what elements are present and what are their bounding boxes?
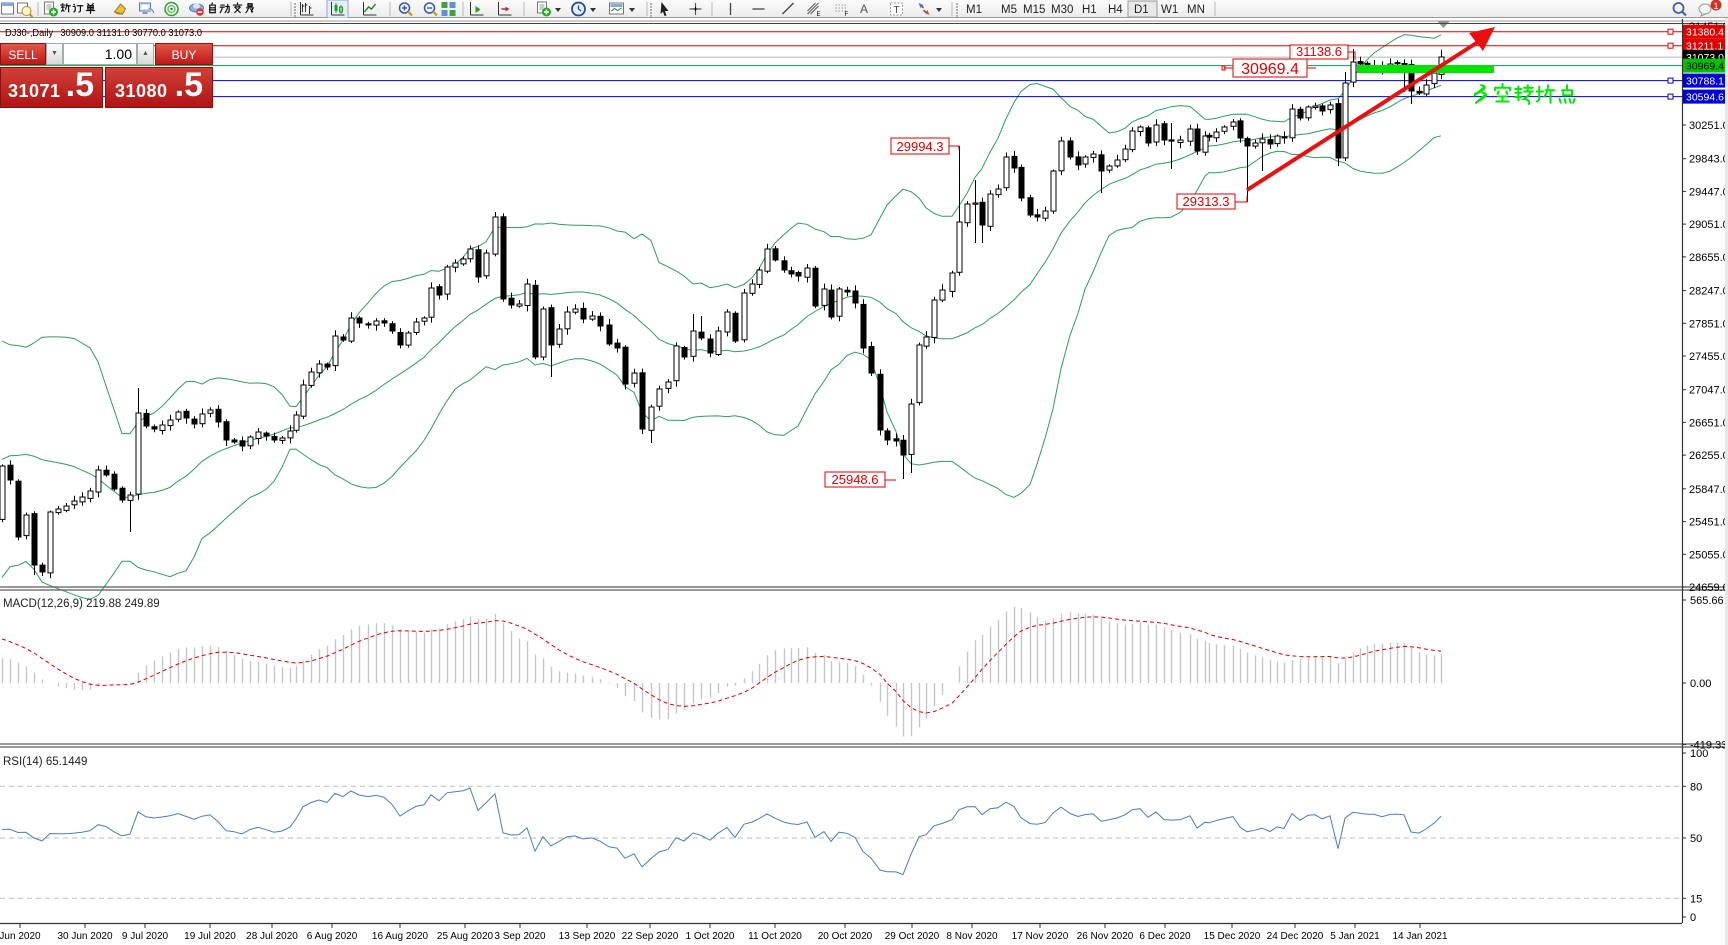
svg-text:11 Oct 2020: 11 Oct 2020 (748, 931, 802, 942)
svg-text:30 Jun 2020: 30 Jun 2020 (57, 931, 112, 942)
svg-text:28247.0: 28247.0 (1689, 286, 1728, 298)
svg-text:30594.6: 30594.6 (1686, 92, 1724, 104)
svg-text:100: 100 (1690, 748, 1708, 760)
svg-text:F: F (845, 12, 849, 18)
svg-text:E: E (817, 12, 821, 18)
svg-text:26255.0: 26255.0 (1689, 450, 1728, 462)
svg-text:29994.3: 29994.3 (897, 139, 944, 154)
svg-text:-419.33: -419.33 (1690, 740, 1727, 752)
svg-text:28 Jul 2020: 28 Jul 2020 (246, 931, 298, 942)
svg-text:6 Aug 2020: 6 Aug 2020 (307, 931, 358, 942)
svg-text:26 Nov 2020: 26 Nov 2020 (1077, 931, 1134, 942)
svg-text:0: 0 (1690, 912, 1696, 924)
svg-text:14 Jan 2021: 14 Jan 2021 (1392, 931, 1447, 942)
svg-text:31138.6: 31138.6 (1296, 44, 1342, 59)
svg-text:30969.4: 30969.4 (1686, 61, 1724, 73)
svg-text:H1: H1 (1082, 4, 1097, 16)
svg-text:19 Jul 2020: 19 Jul 2020 (184, 931, 236, 942)
svg-text:30969.4: 30969.4 (1241, 61, 1299, 78)
svg-text:W1: W1 (1161, 4, 1178, 16)
svg-text:50: 50 (1690, 833, 1702, 845)
svg-text:27047.0: 27047.0 (1689, 385, 1728, 397)
svg-text:29313.3: 29313.3 (1183, 194, 1230, 209)
svg-text:5 Jan 2021: 5 Jan 2021 (1330, 931, 1380, 942)
svg-text:31211.1: 31211.1 (1686, 41, 1723, 53)
svg-text:24659.0: 24659.0 (1689, 582, 1728, 594)
svg-text:25 Aug 2020: 25 Aug 2020 (437, 931, 494, 942)
svg-text:30788.1: 30788.1 (1686, 76, 1724, 88)
svg-text:13 Sep 2020: 13 Sep 2020 (559, 931, 616, 942)
svg-text:MACD(12,26,9) 219.88 249.89: MACD(12,26,9) 219.88 249.89 (3, 598, 160, 610)
svg-text:28655.0: 28655.0 (1689, 252, 1728, 264)
svg-text:RSI(14) 65.1449: RSI(14) 65.1449 (3, 756, 87, 768)
svg-text:3 Sep 2020: 3 Sep 2020 (494, 931, 546, 942)
svg-text:80: 80 (1690, 781, 1702, 793)
svg-text:29 Oct 2020: 29 Oct 2020 (885, 931, 940, 942)
svg-text:1 Oct 2020: 1 Oct 2020 (686, 931, 735, 942)
svg-text:29051.0: 29051.0 (1689, 219, 1728, 231)
svg-text:26651.0: 26651.0 (1689, 417, 1728, 429)
svg-text:DJ30-,Daily 30909.0 31131.0 3: DJ30-,Daily 30909.0 31131.0 30770.0 3107… (5, 27, 202, 39)
svg-text:27455.0: 27455.0 (1689, 351, 1728, 363)
svg-text:D1: D1 (1134, 4, 1149, 16)
svg-text:9 Jul 2020: 9 Jul 2020 (122, 931, 169, 942)
svg-text:17 Nov 2020: 17 Nov 2020 (1012, 931, 1069, 942)
svg-text:M15: M15 (1023, 4, 1045, 16)
svg-text:25055.0: 25055.0 (1689, 549, 1728, 561)
svg-text:27851.0: 27851.0 (1689, 318, 1728, 330)
svg-text:565.66: 565.66 (1690, 595, 1724, 607)
svg-text:T: T (894, 5, 900, 16)
svg-text:M5: M5 (1001, 4, 1017, 16)
svg-text:29843.0: 29843.0 (1689, 154, 1728, 166)
svg-text:31380.4: 31380.4 (1686, 27, 1724, 39)
svg-text:1: 1 (1713, 1, 1718, 11)
svg-text:16 Aug 2020: 16 Aug 2020 (372, 931, 429, 942)
svg-text:6 Dec 2020: 6 Dec 2020 (1139, 931, 1191, 942)
svg-text:20 Oct 2020: 20 Oct 2020 (818, 931, 873, 942)
svg-text:25451.0: 25451.0 (1689, 517, 1728, 529)
svg-text:25847.0: 25847.0 (1689, 484, 1728, 496)
svg-text:29447.0: 29447.0 (1689, 186, 1728, 198)
svg-text:15: 15 (1690, 893, 1702, 905)
svg-text:15 Dec 2020: 15 Dec 2020 (1204, 931, 1261, 942)
svg-text:Jun 2020: Jun 2020 (0, 931, 41, 942)
svg-text:24 Dec 2020: 24 Dec 2020 (1267, 931, 1324, 942)
svg-text:25948.6: 25948.6 (832, 472, 879, 487)
svg-text:8 Nov 2020: 8 Nov 2020 (946, 931, 998, 942)
svg-text:H4: H4 (1108, 4, 1123, 16)
svg-text:MN: MN (1187, 4, 1205, 16)
svg-text:22 Sep 2020: 22 Sep 2020 (622, 931, 679, 942)
svg-text:M30: M30 (1051, 4, 1073, 16)
svg-text:M1: M1 (966, 4, 982, 16)
svg-text:A: A (860, 2, 868, 16)
svg-text:30251.0: 30251.0 (1689, 120, 1728, 132)
svg-text:0.00: 0.00 (1690, 678, 1711, 690)
